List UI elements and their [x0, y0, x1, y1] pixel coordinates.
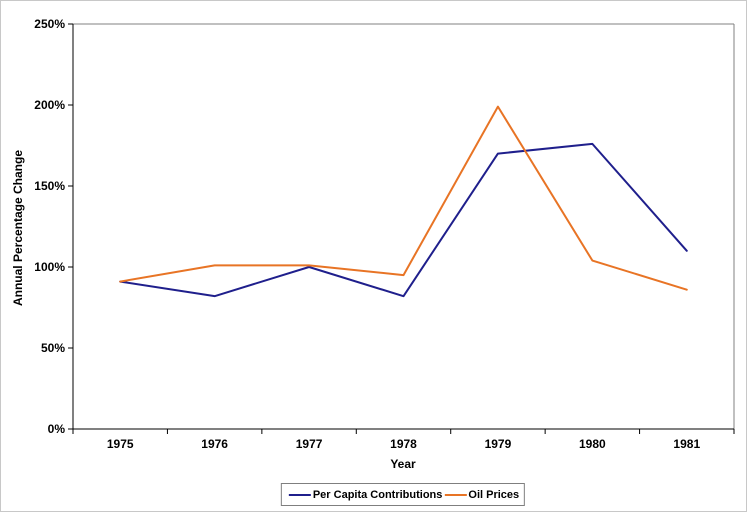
x-axis-tick-label: 1975 — [107, 437, 134, 451]
x-axis-tick-label: 1976 — [201, 437, 228, 451]
y-axis-tick-label: 250% — [34, 17, 65, 31]
series-line-per-capita-contributions — [119, 142, 688, 298]
y-axis-title: Annual Percentage Change — [11, 149, 25, 307]
y-axis-tick-label: 0% — [48, 422, 66, 436]
legend-line-sample-oil-prices — [444, 493, 467, 496]
y-axis-tick-label: 200% — [34, 98, 65, 112]
x-axis-tick-label: 1977 — [296, 437, 323, 451]
y-axis-tick-label: 100% — [34, 260, 65, 274]
legend-label-per-capita-contributions: Per Capita Contributions — [312, 488, 443, 501]
legend: Per Capita Contributions Oil Prices — [280, 483, 526, 506]
legend-line-sample-per-capita-contributions — [288, 493, 311, 496]
x-axis-tick-label: 1978 — [390, 437, 417, 451]
x-axis-tick-label: 1981 — [673, 437, 700, 451]
legend-label-oil-prices: Oil Prices — [468, 488, 520, 501]
x-axis-tick-label: 1980 — [579, 437, 606, 451]
y-axis-tick-label: 50% — [41, 341, 65, 355]
x-axis-title: Year — [390, 457, 416, 471]
y-axis-tick-label: 150% — [34, 179, 65, 193]
x-axis-tick-label: 1979 — [485, 437, 512, 451]
series-line-oil-prices — [119, 105, 688, 291]
